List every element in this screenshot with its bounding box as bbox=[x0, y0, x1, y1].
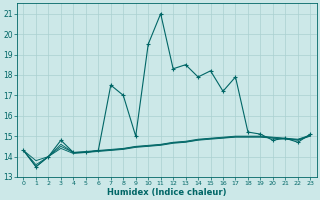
X-axis label: Humidex (Indice chaleur): Humidex (Indice chaleur) bbox=[107, 188, 227, 197]
